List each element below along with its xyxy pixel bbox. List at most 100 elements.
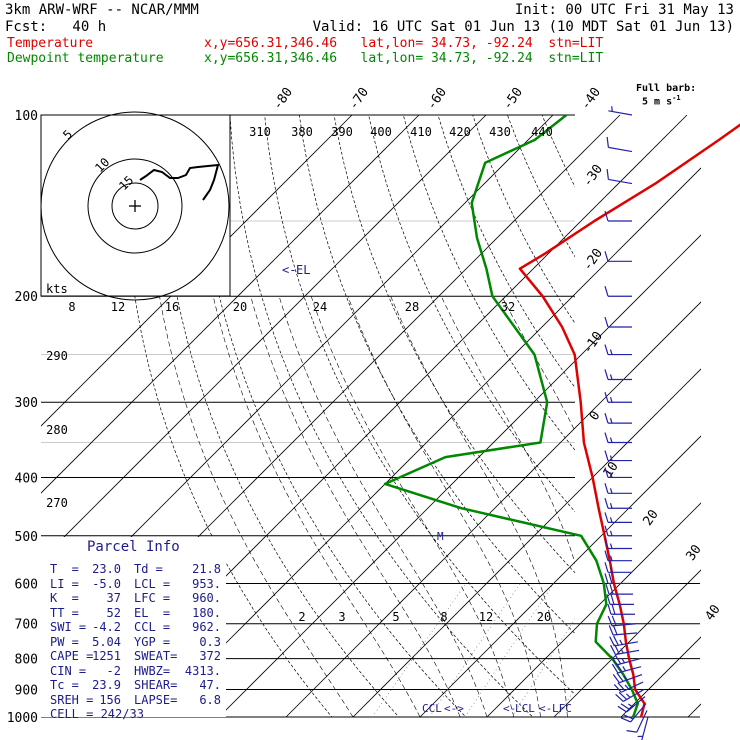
isotherm xyxy=(41,115,420,494)
wind-barb-flag xyxy=(628,703,634,708)
wind-barb xyxy=(604,344,632,356)
parcel-info-panel: Parcel Info T = 23.0 Td = 21.8 LI = -5.0 LCL =… xyxy=(41,537,226,721)
parcel-info-cell: CCL = xyxy=(134,620,171,634)
wind-barb-flag xyxy=(604,286,609,297)
wind-barb-flag xyxy=(616,672,624,682)
moist-adiabat xyxy=(390,296,568,717)
parcel-info-cell: TT = xyxy=(50,605,79,620)
wind-barb-shaft xyxy=(636,710,648,733)
parcel-info-cell: CIN = xyxy=(50,663,87,678)
legend-dewpoint-info: x,y=656.31,346.46 lat,lon= 34.73, -92.24… xyxy=(204,51,604,66)
dry-adiabat xyxy=(611,115,740,730)
parcel-info-cell: 47. xyxy=(199,678,221,692)
wind-barb xyxy=(604,498,632,509)
isobar-label: 900 xyxy=(15,683,38,698)
wind-barb-flag xyxy=(626,730,637,733)
theta-label: 410 xyxy=(410,125,432,139)
wind-barb-flag xyxy=(624,684,629,690)
wind-barb-flag xyxy=(604,498,609,509)
wind-barb-flag xyxy=(604,432,609,443)
wind-barb xyxy=(626,710,648,733)
wind-barb-flag xyxy=(615,693,624,702)
parcel-info-cell: HWBZ= xyxy=(134,663,171,678)
wind-barb xyxy=(604,525,632,537)
wind-barb-shaft xyxy=(617,666,642,674)
wind-barb xyxy=(608,106,633,116)
parcel-info-cell: LAPSE= xyxy=(134,692,178,707)
wind-barb xyxy=(604,467,632,479)
wind-barb xyxy=(605,583,633,595)
ccl-arrow: <-> xyxy=(444,702,464,715)
wind-barb-flag xyxy=(606,594,611,605)
el-marker-label: EL xyxy=(296,263,310,277)
wind-barb-flag xyxy=(609,437,613,443)
parcel-marker: M xyxy=(437,530,444,543)
wind-legend-title: Full barb: xyxy=(636,83,697,94)
wind-barb-flag xyxy=(610,655,618,666)
wind-barb xyxy=(604,550,632,562)
isotherm xyxy=(218,234,701,717)
speed-axis-label: 12 xyxy=(111,300,125,314)
wind-barb-flag xyxy=(604,450,609,461)
isobar-label: 200 xyxy=(15,290,38,305)
parcel-info-cell: -4.2 xyxy=(92,620,121,634)
wind-legend-speed: 5 m s xyxy=(642,96,673,108)
moist-adiabat xyxy=(658,296,702,717)
mixing-ratio-label: 8 xyxy=(440,610,447,624)
speed-axis-label: 16 xyxy=(165,300,179,314)
isobar-label: 100 xyxy=(15,109,38,124)
wind-barb-flag xyxy=(613,635,619,646)
wind-barb-flag xyxy=(609,567,613,573)
wind-barb-flag xyxy=(623,714,634,720)
wind-barb-flag xyxy=(604,467,609,478)
theta-label: 430 xyxy=(489,125,511,139)
wind-barb xyxy=(604,432,632,444)
theta-label: 280 xyxy=(46,423,68,437)
speed-axis-label: 28 xyxy=(405,300,419,314)
lcl-arrow: <- xyxy=(503,702,516,715)
mixing-ratio-line xyxy=(464,583,555,717)
wind-barb xyxy=(606,136,633,153)
parcel-info-cell: 23.0 xyxy=(92,562,121,576)
forecast-hour: Fcst: 40 h xyxy=(5,19,107,35)
wind-barb xyxy=(637,716,649,740)
parcel-info-cell: 953. xyxy=(192,576,221,591)
isotherm xyxy=(285,301,701,717)
parcel-info-cell: CELL = 242/33 xyxy=(50,707,144,721)
isotherm-label: 40 xyxy=(702,602,723,623)
wind-barb-flag xyxy=(607,604,612,615)
isotherm xyxy=(553,569,701,717)
wind-barb-flag xyxy=(613,684,622,693)
wind-barb-flag xyxy=(611,604,616,615)
moist-adiabat xyxy=(278,296,488,717)
wind-barb xyxy=(610,654,641,666)
hodograph-trace xyxy=(139,163,220,201)
wind-barb xyxy=(604,369,632,381)
wind-barb-flag xyxy=(611,663,619,674)
wind-barb-flag xyxy=(623,675,628,681)
isotherm-label: -10 xyxy=(580,329,606,357)
parcel-info-cell: 180. xyxy=(192,605,221,620)
moist-adiabat xyxy=(212,296,421,717)
mixing-ratio-line xyxy=(653,583,731,717)
mixing-ratio-label: 12 xyxy=(479,610,493,624)
wind-barb-flag xyxy=(604,392,609,403)
isotherm-label: -70 xyxy=(346,85,372,113)
parcel-info-cell: LI = xyxy=(50,576,79,591)
wind-barb-flag xyxy=(609,397,613,403)
wind-barb-flag xyxy=(620,717,631,723)
wind-barb-flag xyxy=(609,417,613,424)
el-marker-arrow: <- xyxy=(282,263,296,277)
parcel-info-cell: LFC = xyxy=(134,591,171,605)
legend-temperature-info: x,y=656.31,346.46 lat,lon= 34.73, -92.24… xyxy=(204,36,604,51)
moist-adiabats xyxy=(159,296,702,717)
dry-adiabat xyxy=(646,115,740,730)
parcel-info-cell: SWEAT= xyxy=(134,649,178,663)
dry-adiabat xyxy=(333,115,575,574)
parcel-info-cell: 156 xyxy=(99,692,121,707)
wind-barb-flag xyxy=(606,136,609,148)
dry-adiabat xyxy=(681,115,740,730)
isobar-label: 400 xyxy=(15,471,38,486)
theta-label: 310 xyxy=(249,125,271,139)
dry-adiabat xyxy=(437,115,575,389)
